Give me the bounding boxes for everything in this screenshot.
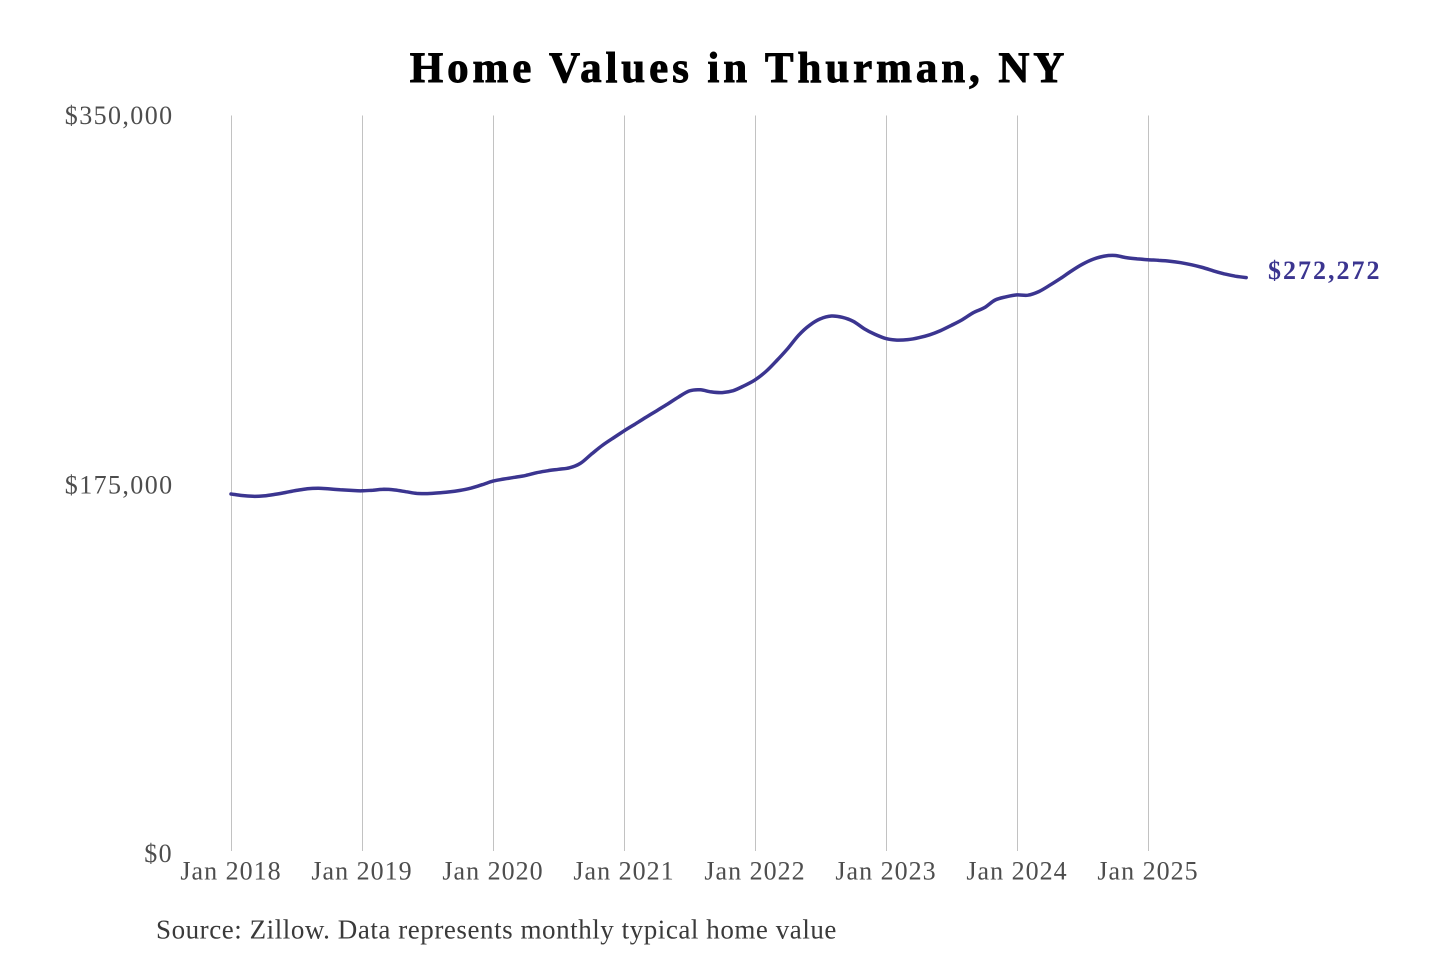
svg-text:Jan 2018: Jan 2018 [180,857,281,886]
svg-text:Jan 2022: Jan 2022 [704,857,805,886]
svg-text:Source: Zillow. Data represent: Source: Zillow. Data represents monthly … [156,915,837,945]
svg-text:Jan 2020: Jan 2020 [442,857,543,886]
svg-text:$0: $0 [144,839,173,868]
svg-text:$175,000: $175,000 [65,471,174,500]
svg-text:Jan 2025: Jan 2025 [1097,857,1198,886]
svg-text:Jan 2024: Jan 2024 [966,857,1067,886]
svg-text:Jan 2019: Jan 2019 [311,857,412,886]
svg-text:$350,000: $350,000 [65,101,174,130]
svg-text:Jan 2021: Jan 2021 [573,857,674,886]
svg-text:Home Values in Thurman, NY: Home Values in Thurman, NY [410,45,1069,92]
svg-text:Jan 2023: Jan 2023 [835,857,936,886]
svg-text:$272,272: $272,272 [1268,256,1382,285]
